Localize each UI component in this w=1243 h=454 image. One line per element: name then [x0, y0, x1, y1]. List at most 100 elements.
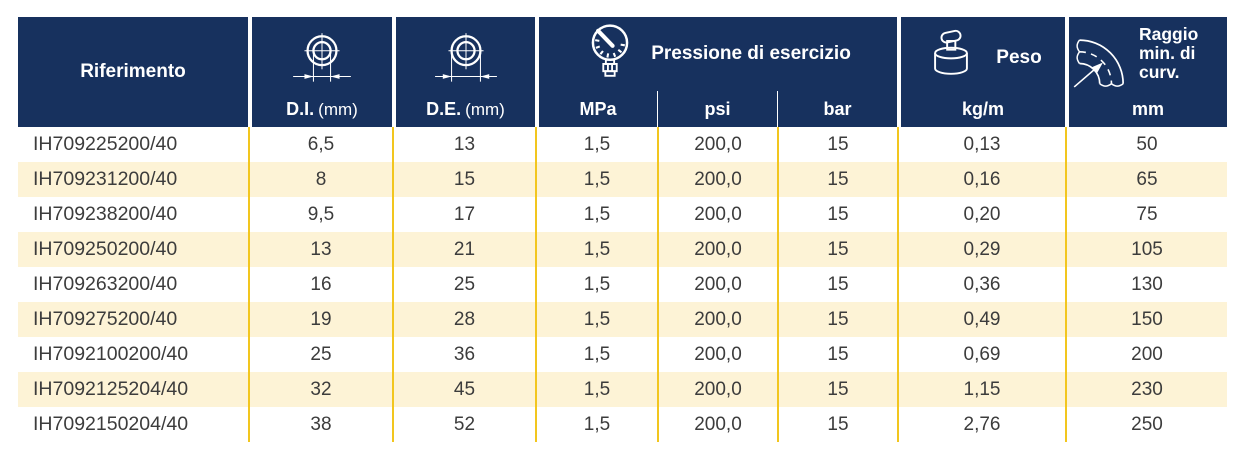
mpa-value-cell: 1,5	[535, 162, 657, 197]
column-header-di: D.I. (mm)	[248, 17, 392, 127]
bend-radius-icon	[1073, 22, 1135, 93]
raggio-line-2: min. di	[1139, 43, 1196, 63]
pressione-title: Pressione di esercizio	[651, 43, 851, 64]
raggio-line-3: curv.	[1139, 62, 1180, 82]
raggio-value-cell: 75	[1065, 197, 1227, 232]
bar-label: bar	[823, 99, 852, 119]
mpa-label: MPa	[579, 99, 617, 119]
pressure-gauge-icon	[585, 21, 635, 87]
de-unit: (mm)	[465, 100, 505, 119]
peso-value-cell: 0,13	[897, 127, 1065, 162]
raggio-value-cell: 230	[1065, 372, 1227, 407]
raggio-value-cell: 200	[1065, 337, 1227, 372]
column-header-raggio: Raggio min. di curv. mm	[1065, 17, 1227, 127]
mpa-value-cell: 1,5	[535, 197, 657, 232]
bar-value-cell: 15	[777, 372, 897, 407]
di-value-cell: 6,5	[248, 127, 392, 162]
riferimento-label: Riferimento	[80, 61, 186, 82]
table-row: IH709275200/40 19 28 1,5 200,0 15 0,49 1…	[18, 302, 1227, 337]
raggio-value-cell: 130	[1065, 267, 1227, 302]
psi-value-cell: 200,0	[657, 302, 777, 337]
bar-value-cell: 15	[777, 302, 897, 337]
table-row: IH7092150204/40 38 52 1,5 200,0 15 2,76 …	[18, 407, 1227, 442]
de-value-cell: 25	[392, 267, 535, 302]
hose-outer-diameter-icon	[433, 17, 499, 99]
di-value-cell: 16	[248, 267, 392, 302]
table-row: IH709231200/40 8 15 1,5 200,0 15 0,16 65	[18, 162, 1227, 197]
subheader-mpa: MPa	[535, 91, 657, 127]
peso-value-cell: 0,29	[897, 232, 1065, 267]
de-value-cell: 17	[392, 197, 535, 232]
table-row: IH709263200/40 16 25 1,5 200,0 15 0,36 1…	[18, 267, 1227, 302]
psi-value-cell: 200,0	[657, 127, 777, 162]
de-value-cell: 21	[392, 232, 535, 267]
raggio-value-cell: 50	[1065, 127, 1227, 162]
riferimento-cell: IH7092150204/40	[33, 413, 189, 435]
di-unit: (mm)	[318, 100, 358, 119]
riferimento-cell: IH709275200/40	[33, 308, 178, 330]
mpa-value-cell: 1,5	[535, 267, 657, 302]
bar-value-cell: 15	[777, 127, 897, 162]
psi-value-cell: 200,0	[657, 232, 777, 267]
mpa-value-cell: 1,5	[535, 407, 657, 442]
bar-value-cell: 15	[777, 197, 897, 232]
peso-value-cell: 0,20	[897, 197, 1065, 232]
table-row: IH709250200/40 13 21 1,5 200,0 15 0,29 1…	[18, 232, 1227, 267]
table-row: IH7092125204/40 32 45 1,5 200,0 15 1,15 …	[18, 372, 1227, 407]
de-label: D.E. (mm)	[426, 99, 505, 127]
column-header-de: D.E. (mm)	[392, 17, 535, 127]
di-value-cell: 25	[248, 337, 392, 372]
weight-icon	[924, 28, 978, 88]
psi-value-cell: 200,0	[657, 162, 777, 197]
riferimento-cell: IH7092100200/40	[33, 343, 189, 365]
riferimento-cell: IH709225200/40	[33, 133, 178, 155]
column-header-riferimento: Riferimento	[18, 17, 248, 127]
peso-value-cell: 0,49	[897, 302, 1065, 337]
mpa-value-cell: 1,5	[535, 337, 657, 372]
psi-value-cell: 200,0	[657, 337, 777, 372]
peso-value-cell: 0,16	[897, 162, 1065, 197]
riferimento-cell: IH709250200/40	[33, 238, 178, 260]
de-value-cell: 36	[392, 337, 535, 372]
column-header-peso: Peso kg/m	[897, 17, 1065, 127]
psi-label: psi	[704, 99, 731, 119]
bar-value-cell: 15	[777, 267, 897, 302]
raggio-value-cell: 250	[1065, 407, 1227, 442]
di-value-cell: 13	[248, 232, 392, 267]
psi-value-cell: 200,0	[657, 267, 777, 302]
raggio-unit-label: mm	[1131, 99, 1164, 119]
riferimento-cell: IH7092125204/40	[33, 378, 189, 400]
di-value-cell: 9,5	[248, 197, 392, 232]
di-value-cell: 38	[248, 407, 392, 442]
di-label: D.I. (mm)	[286, 99, 358, 127]
de-value-cell: 52	[392, 407, 535, 442]
di-value-cell: 32	[248, 372, 392, 407]
psi-value-cell: 200,0	[657, 197, 777, 232]
table-body: IH709225200/40 6,5 13 1,5 200,0 15 0,13 …	[18, 127, 1227, 442]
de-value-cell: 45	[392, 372, 535, 407]
peso-value-cell: 0,69	[897, 337, 1065, 372]
bar-value-cell: 15	[777, 162, 897, 197]
de-abbr: D.E.	[426, 99, 462, 119]
di-abbr: D.I.	[286, 99, 315, 119]
column-header-pressione: Pressione di esercizio	[535, 17, 897, 91]
hose-inner-diameter-icon	[289, 17, 355, 99]
mpa-value-cell: 1,5	[535, 372, 657, 407]
bar-value-cell: 15	[777, 232, 897, 267]
mpa-value-cell: 1,5	[535, 127, 657, 162]
hose-spec-table: Riferimento D.I. (mm)	[18, 17, 1227, 442]
de-value-cell: 28	[392, 302, 535, 337]
di-value-cell: 19	[248, 302, 392, 337]
peso-value-cell: 2,76	[897, 407, 1065, 442]
riferimento-cell: IH709263200/40	[33, 273, 178, 295]
riferimento-cell: IH709238200/40	[33, 203, 178, 225]
de-value-cell: 13	[392, 127, 535, 162]
peso-title: Peso	[996, 47, 1042, 68]
raggio-title: Raggio min. di curv.	[1139, 22, 1198, 82]
table-header: Riferimento D.I. (mm)	[18, 17, 1227, 127]
table-row: IH7092100200/40 25 36 1,5 200,0 15 0,69 …	[18, 337, 1227, 372]
table-row: IH709225200/40 6,5 13 1,5 200,0 15 0,13 …	[18, 127, 1227, 162]
riferimento-cell: IH709231200/40	[33, 168, 178, 190]
raggio-line-1: Raggio	[1139, 24, 1199, 44]
bar-value-cell: 15	[777, 337, 897, 372]
